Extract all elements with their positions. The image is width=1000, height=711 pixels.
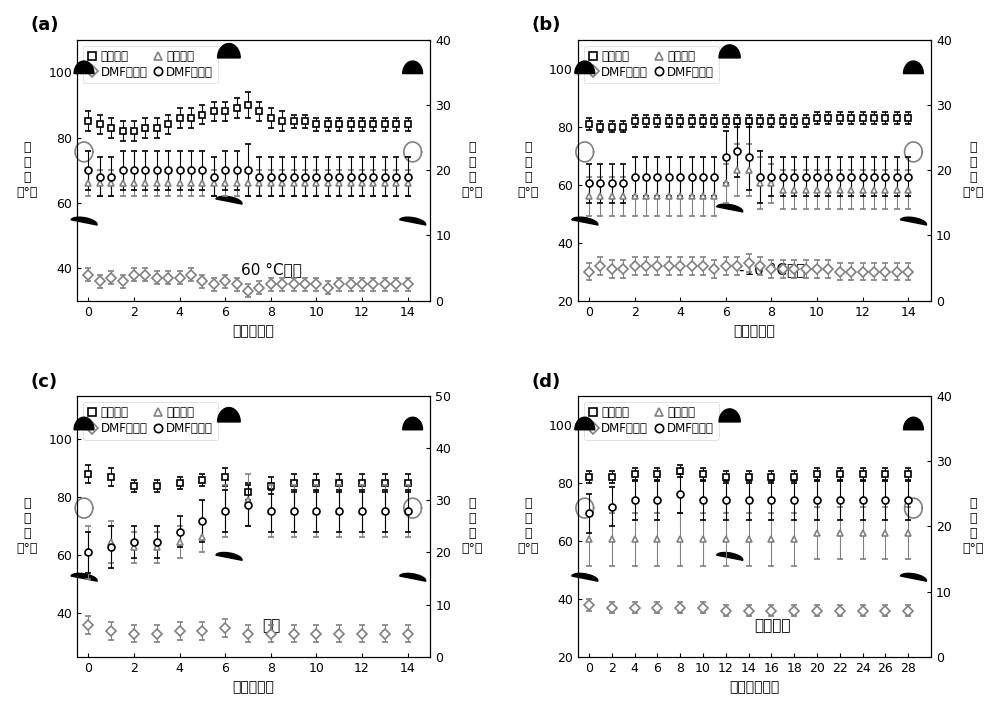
Y-axis label: 接
触
角
（°）: 接 触 角 （°） (517, 498, 539, 555)
Polygon shape (719, 45, 740, 58)
Y-axis label: 接
触
角
（°）: 接 触 角 （°） (17, 498, 38, 555)
X-axis label: 时间（天）: 时间（天） (733, 324, 775, 338)
Y-axis label: 接
触
角
（°）: 接 触 角 （°） (517, 141, 539, 199)
Polygon shape (216, 196, 242, 204)
Text: (b): (b) (532, 16, 561, 34)
Y-axis label: 滑
动
角
（°）: 滑 动 角 （°） (962, 498, 983, 555)
Legend: 水接触角, DMF接触角, 水滑动角, DMF滑动角: 水接触角, DMF接触角, 水滑动角, DMF滑动角 (83, 402, 218, 439)
Polygon shape (717, 204, 743, 212)
Polygon shape (400, 573, 426, 581)
Polygon shape (218, 43, 240, 58)
Polygon shape (74, 417, 94, 429)
Polygon shape (717, 552, 743, 560)
Legend: 水接触角, DMF接触角, 水滑动角, DMF滑动角: 水接触角, DMF接触角, 水滑动角, DMF滑动角 (83, 46, 218, 83)
Polygon shape (575, 417, 595, 429)
X-axis label: 时间（小时）: 时间（小时） (729, 680, 780, 695)
Polygon shape (218, 407, 240, 422)
Text: (d): (d) (532, 373, 561, 390)
Polygon shape (900, 217, 926, 225)
Polygon shape (572, 573, 598, 581)
X-axis label: 时间（天）: 时间（天） (233, 680, 275, 695)
Polygon shape (216, 552, 242, 560)
Legend: 水接触角, DMF接触角, 水滑动角, DMF滑动角: 水接触角, DMF接触角, 水滑动角, DMF滑动角 (584, 46, 719, 83)
X-axis label: 时间（天）: 时间（天） (233, 324, 275, 338)
Polygon shape (403, 61, 423, 73)
Y-axis label: 滑
动
角
（°）: 滑 动 角 （°） (962, 141, 983, 199)
Polygon shape (572, 217, 598, 225)
Polygon shape (904, 417, 923, 429)
Polygon shape (403, 417, 423, 429)
Polygon shape (575, 61, 595, 73)
Text: -10 °C放置: -10 °C放置 (739, 262, 805, 277)
Y-axis label: 接
触
角
（°）: 接 触 角 （°） (17, 141, 38, 199)
Text: 60 °C放置: 60 °C放置 (241, 262, 302, 277)
Polygon shape (74, 61, 94, 73)
Y-axis label: 滑
动
角
（°）: 滑 动 角 （°） (461, 498, 483, 555)
Polygon shape (904, 61, 923, 73)
Polygon shape (71, 217, 97, 225)
Polygon shape (719, 409, 740, 422)
Polygon shape (900, 573, 926, 581)
Legend: 水接触角, DMF接触角, 水滑动角, DMF滑动角: 水接触角, DMF接触角, 水滑动角, DMF滑动角 (584, 402, 719, 439)
Polygon shape (400, 217, 426, 225)
Polygon shape (71, 573, 97, 581)
Text: 水泡: 水泡 (262, 618, 280, 633)
Text: 紫外光照: 紫外光照 (754, 618, 790, 633)
Text: (a): (a) (31, 16, 59, 34)
Y-axis label: 滑
动
角
（°）: 滑 动 角 （°） (461, 141, 483, 199)
Text: (c): (c) (31, 373, 58, 390)
